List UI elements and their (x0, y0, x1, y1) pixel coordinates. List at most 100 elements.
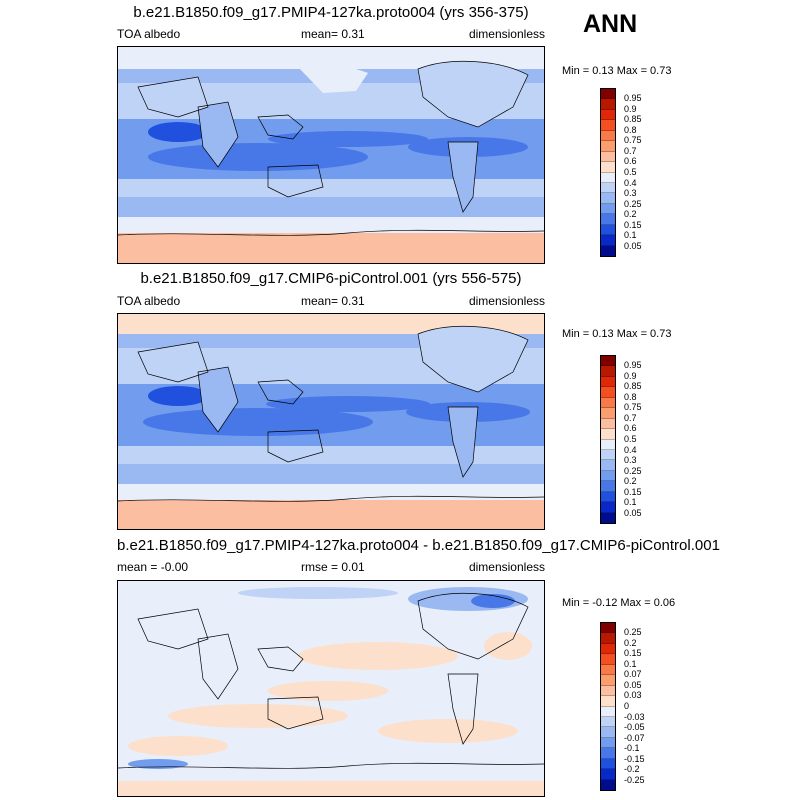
panel-3-map (117, 580, 545, 797)
colorbar-tick-label: 0.9 (624, 370, 637, 381)
colorbar-swatch (601, 470, 615, 482)
colorbar-tick-label: 0.3 (624, 455, 637, 466)
colorbar-swatch (601, 130, 615, 142)
colorbar-swatch (601, 502, 615, 513)
panel-1-mean-label: mean= 0.31 (301, 27, 365, 41)
colorbar-swatch (601, 356, 615, 367)
colorbar-swatch (601, 758, 615, 770)
colorbar-swatch (601, 120, 615, 131)
colorbar-tick-label: 0.5 (624, 167, 637, 177)
colorbar-tick-label: -0.03 (624, 711, 645, 722)
colorbar-swatch (601, 109, 615, 121)
colorbar-swatch (601, 193, 615, 204)
colorbar-tick-label: 0.15 (624, 648, 642, 659)
colorbar-tick-label: 0.15 (624, 219, 642, 230)
panel-3-minmax-label: Min = -0.12 Max = 0.06 (562, 597, 676, 609)
panel-3-title: b.e21.B1850.f09_g17.PMIP4-127ka.proto004… (117, 537, 720, 554)
colorbar-swatch (601, 685, 615, 697)
colorbar-tick-label: 0.75 (624, 402, 642, 413)
colorbar-swatch (601, 408, 615, 419)
season-label: ANN (583, 10, 638, 38)
panel-1-variable-label: TOA albedo (117, 27, 181, 41)
colorbar-swatch (601, 779, 615, 790)
colorbar-tick-label: 0.7 (624, 412, 637, 423)
colorbar-swatch (601, 716, 615, 728)
colorbar-tick-label: 0.25 (624, 198, 642, 209)
panel-1-units-label: dimensionless (468, 27, 545, 41)
colorbar-swatch (601, 141, 615, 152)
colorbar-tick-label: -0.2 (624, 764, 640, 775)
colorbar-tick-label: -0.05 (624, 722, 645, 733)
colorbar-tick-label: 0.05 (624, 507, 642, 518)
colorbar-tick-label: 0.9 (624, 103, 637, 114)
colorbar-tick-label: 0.15 (624, 486, 642, 497)
colorbar-swatch (601, 512, 615, 523)
panel-2-units-label: dimensionless (468, 294, 545, 308)
colorbar-swatch (601, 664, 615, 676)
colorbar-swatch (601, 675, 615, 686)
colorbar-tick-label: 0.25 (624, 465, 642, 476)
colorbar-tick-label: 0.95 (624, 93, 642, 104)
panel-2-map (117, 313, 545, 530)
panel-2-mean-label: mean= 0.31 (301, 294, 365, 308)
colorbar-tick-label: -0.25 (624, 774, 645, 785)
colorbar-tick-label: 0.5 (624, 434, 637, 444)
colorbar-tick-label: -0.15 (624, 753, 645, 764)
colorbar-tick-label: 0.03 (624, 690, 642, 701)
colorbar-tick-label: 0.1 (624, 230, 637, 241)
colorbar-tick-label: 0.8 (624, 124, 637, 135)
colorbar-tick-label: 0.2 (624, 637, 637, 648)
colorbar-tick-label: 0 (624, 701, 630, 711)
colorbar-swatch (601, 727, 615, 738)
colorbar-swatch (601, 418, 615, 430)
colorbar-tick-label: 0.6 (624, 156, 637, 167)
panel-3-rmse-label: rmse = 0.01 (301, 560, 365, 574)
colorbar-swatch (601, 623, 615, 634)
colorbar-swatch (601, 224, 615, 236)
colorbar-swatch (601, 748, 615, 759)
colorbar-tick-label: 0.4 (624, 177, 637, 188)
colorbar-swatch (601, 376, 615, 388)
colorbar-swatch (601, 429, 615, 440)
panel-2-title: b.e21.B1850.f09_g17.CMIP6-piControl.001 … (140, 270, 522, 287)
colorbar-swatch (601, 99, 615, 110)
colorbar-tick-label: 0.7 (624, 145, 637, 156)
panel-3-mean-label: mean = -0.00 (117, 560, 189, 574)
colorbar-tick-label: 0.8 (624, 391, 637, 402)
colorbar-swatch (601, 654, 615, 665)
panel-3-units-label: dimensionless (468, 560, 545, 574)
colorbar-swatch (601, 366, 615, 377)
panel-1-minmax-label: Min = 0.13 Max = 0.73 (562, 65, 672, 77)
colorbar-swatch (601, 89, 615, 100)
colorbar-swatch (601, 696, 615, 707)
colorbar-swatch (601, 449, 615, 461)
colorbar-swatch (601, 633, 615, 644)
colorbar-swatch (601, 214, 615, 225)
colorbar-tick-label: 0.95 (624, 360, 642, 371)
panel-2-colorbar (600, 355, 616, 524)
colorbar-swatch (601, 397, 615, 409)
colorbar-tick-label: 0.2 (624, 476, 637, 487)
colorbar-swatch (601, 162, 615, 173)
colorbar-swatch (601, 769, 615, 780)
colorbar-tick-label: 0.2 (624, 209, 637, 220)
colorbar-tick-label: 0.07 (624, 669, 642, 680)
panel-3-colorbar (600, 622, 616, 791)
colorbar-swatch (601, 439, 615, 450)
panel-1-map (117, 46, 545, 264)
colorbar-swatch (601, 245, 615, 256)
colorbar-swatch (601, 460, 615, 471)
colorbar-swatch (601, 182, 615, 194)
colorbar-swatch (601, 706, 615, 717)
colorbar-swatch (601, 387, 615, 398)
colorbar-swatch (601, 643, 615, 655)
colorbar-tick-label: 0.4 (624, 444, 637, 455)
colorbar-swatch (601, 491, 615, 503)
colorbar-swatch (601, 151, 615, 163)
colorbar-swatch (601, 737, 615, 749)
colorbar-tick-label: 0.3 (624, 188, 637, 199)
colorbar-tick-label: 0.85 (624, 381, 642, 392)
panel-2-minmax-label: Min = 0.13 Max = 0.73 (562, 328, 672, 340)
colorbar-tick-label: 0.75 (624, 135, 642, 146)
colorbar-tick-label: 0.1 (624, 658, 637, 669)
